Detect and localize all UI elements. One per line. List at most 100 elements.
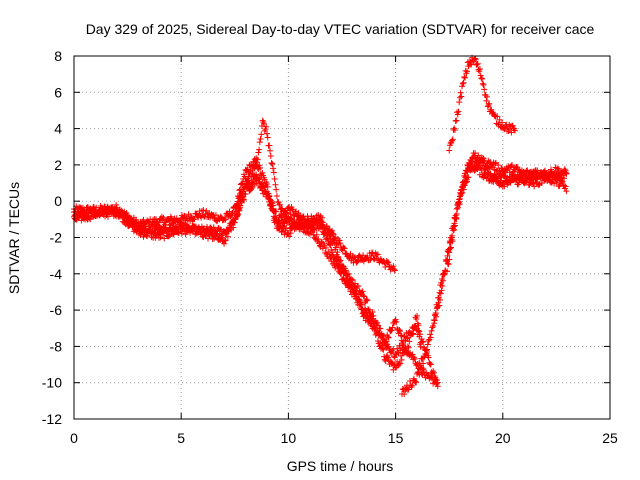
data-point-marker	[272, 181, 279, 188]
data-point-marker	[240, 196, 247, 203]
data-point-marker	[270, 169, 277, 176]
data-point-marker	[455, 108, 462, 115]
data-point-marker	[231, 210, 238, 217]
data-point-marker	[404, 343, 411, 350]
data-point-marker	[446, 256, 453, 263]
data-point-marker	[501, 124, 508, 131]
data-point-marker	[336, 258, 343, 265]
data-point-marker	[271, 175, 278, 182]
data-point-marker	[222, 216, 229, 223]
data-point-marker	[398, 332, 405, 339]
data-point-marker	[563, 170, 570, 177]
data-point-marker	[397, 332, 404, 339]
data-point-marker	[477, 72, 484, 79]
data-point-marker	[391, 267, 398, 274]
data-point-marker	[441, 270, 448, 277]
data-point-marker	[257, 164, 264, 171]
data-point-marker	[452, 118, 459, 125]
data-point-marker	[475, 152, 482, 159]
data-point-marker	[157, 234, 164, 241]
data-point-marker	[83, 209, 90, 216]
data-point-marker	[419, 338, 426, 345]
data-point-marker	[377, 325, 384, 332]
data-point-marker	[409, 382, 416, 389]
data-point-marker	[260, 183, 267, 190]
data-point-marker	[417, 343, 424, 350]
chart-title: Day 329 of 2025, Sidereal Day-to-day VTE…	[86, 21, 595, 37]
data-point-marker	[430, 322, 437, 329]
data-point-marker	[210, 224, 217, 231]
data-point-marker	[182, 221, 189, 228]
data-point-marker	[234, 211, 241, 218]
data-point-marker	[289, 206, 296, 213]
data-point-marker	[511, 127, 518, 134]
data-point-marker	[541, 167, 548, 174]
data-point-marker	[235, 200, 242, 207]
data-point-marker	[416, 328, 423, 335]
data-point-marker	[364, 297, 371, 304]
data-point-marker	[474, 60, 481, 67]
data-point-marker	[381, 342, 388, 349]
data-point-marker	[562, 167, 569, 174]
data-point-marker	[337, 257, 344, 264]
data-point-marker	[534, 167, 541, 174]
data-point-marker	[405, 344, 412, 351]
data-point-marker	[534, 176, 541, 183]
data-point-marker	[458, 93, 465, 100]
data-point-marker	[345, 270, 352, 277]
y-tick-labels: -12 -10 -8 -6 -4 -2 0 2 4 6 8	[42, 48, 62, 427]
data-point-marker	[481, 86, 488, 93]
data-point-marker	[155, 230, 162, 237]
data-point-marker	[253, 159, 260, 166]
data-point-marker	[460, 181, 467, 188]
data-point-marker	[437, 290, 444, 297]
data-point-marker	[385, 259, 392, 266]
data-point-marker	[461, 74, 468, 81]
y-tick-label: -12	[42, 411, 62, 427]
data-point-marker	[369, 315, 376, 322]
data-point-marker	[561, 166, 568, 173]
data-point-marker	[270, 206, 277, 213]
data-point-marker	[456, 201, 463, 208]
data-point-marker	[451, 226, 458, 233]
data-point-marker	[99, 211, 106, 218]
data-point-marker	[433, 380, 440, 387]
data-point-marker	[276, 201, 283, 208]
data-point-marker	[433, 301, 440, 308]
data-point-marker	[286, 233, 293, 240]
data-point-marker	[453, 216, 460, 223]
y-tick-label: 8	[54, 48, 62, 64]
data-point-marker	[535, 182, 542, 189]
data-point-marker	[468, 61, 475, 68]
data-point-marker	[447, 244, 454, 251]
data-point-marker	[471, 163, 478, 170]
data-point-marker	[340, 244, 347, 251]
data-point-marker	[427, 331, 434, 338]
data-point-marker	[171, 227, 178, 234]
data-point-marker	[118, 207, 125, 214]
data-point-marker	[360, 292, 367, 299]
data-point-marker	[231, 219, 238, 226]
data-point-marker	[446, 249, 453, 256]
data-point-marker	[397, 360, 404, 367]
data-point-marker	[341, 277, 348, 284]
data-point-marker	[213, 230, 220, 237]
data-point-marker	[374, 251, 381, 258]
data-point-marker	[267, 147, 274, 154]
data-point-marker	[336, 237, 343, 244]
data-point-marker	[449, 137, 456, 144]
data-point-marker	[331, 239, 338, 246]
data-point-marker	[337, 240, 344, 247]
data-point-marker	[196, 226, 203, 233]
y-tick-label: -10	[42, 375, 62, 391]
data-point-marker	[415, 322, 422, 329]
data-point-marker	[444, 260, 451, 267]
data-point-marker	[285, 217, 292, 224]
data-point-marker	[264, 134, 271, 141]
y-tick-label: -4	[50, 266, 63, 282]
data-point-marker	[269, 205, 276, 212]
data-point-marker	[200, 207, 207, 214]
data-point-marker	[105, 211, 112, 218]
data-point-marker	[464, 68, 471, 75]
data-point-marker	[240, 188, 247, 195]
